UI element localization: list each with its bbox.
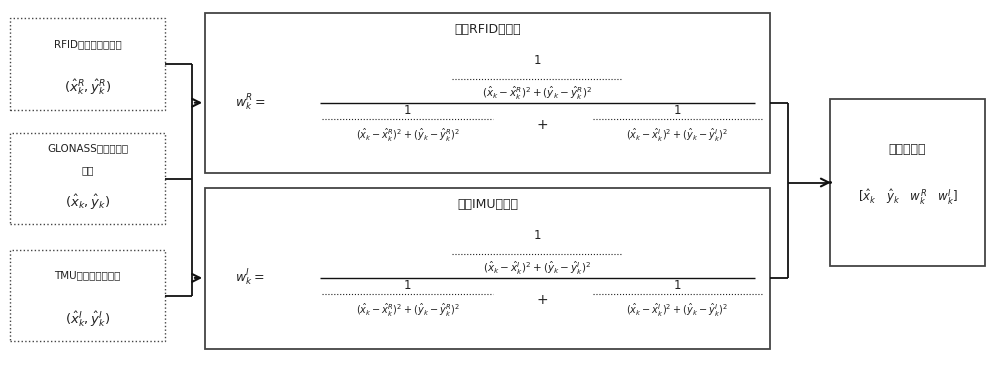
Text: $(\hat{x}_k-\hat{x}_k^I)^2+(\hat{y}_k-\hat{y}_k^I)^2$: $(\hat{x}_k-\hat{x}_k^I)^2+(\hat{y}_k-\h…	[483, 260, 592, 277]
Text: 存入数据库: 存入数据库	[889, 143, 926, 156]
Text: 信息: 信息	[81, 165, 94, 175]
Text: $(\hat{x}_k, \hat{y}_k)$: $(\hat{x}_k, \hat{y}_k)$	[65, 193, 110, 212]
Bar	[10, 18, 165, 110]
Text: +: +	[537, 118, 548, 132]
Bar	[10, 133, 165, 224]
Text: $(\hat{x}_k^I, \hat{y}_k^I)$: $(\hat{x}_k^I, \hat{y}_k^I)$	[65, 310, 110, 329]
Text: $w_k^I=$: $w_k^I=$	[235, 268, 264, 288]
Bar	[10, 250, 165, 341]
Text: 1: 1	[404, 104, 411, 116]
Text: $[\hat{x}_k \quad \hat{y}_k \quad w_k^R \quad w_k^I]$: $[\hat{x}_k \quad \hat{y}_k \quad w_k^R …	[858, 187, 957, 207]
Text: 确定IMU的权重: 确定IMU的权重	[457, 198, 518, 211]
Text: TMU模块的滤波信息: TMU模块的滤波信息	[54, 270, 121, 281]
Text: RFID模块的滤波信息: RFID模块的滤波信息	[54, 39, 121, 49]
Text: 1: 1	[404, 279, 411, 292]
Text: $w_k^R=$: $w_k^R=$	[235, 93, 266, 113]
Text: $(\hat{x}_k-\hat{x}_k^R)^2+(\hat{y}_k-\hat{y}_k^R)^2$: $(\hat{x}_k-\hat{x}_k^R)^2+(\hat{y}_k-\h…	[482, 85, 593, 102]
Text: $(\hat{x}_k-\hat{x}_k^R)^2+(\hat{y}_k-\hat{y}_k^R)^2$: $(\hat{x}_k-\hat{x}_k^R)^2+(\hat{y}_k-\h…	[356, 127, 459, 144]
Text: $(\hat{x}_k-\hat{x}_k^R)^2+(\hat{y}_k-\hat{y}_k^R)^2$: $(\hat{x}_k-\hat{x}_k^R)^2+(\hat{y}_k-\h…	[356, 302, 459, 319]
Text: 1: 1	[534, 230, 541, 242]
Text: $(\hat{x}_k-\hat{x}_k^I)^2+(\hat{y}_k-\hat{y}_k^I)^2$: $(\hat{x}_k-\hat{x}_k^I)^2+(\hat{y}_k-\h…	[626, 302, 729, 319]
Text: GLONASS模块的滤波: GLONASS模块的滤波	[47, 143, 128, 153]
Text: 1: 1	[674, 279, 681, 292]
Text: +: +	[537, 293, 548, 307]
Bar	[205, 188, 770, 349]
Bar	[205, 13, 770, 173]
Text: $(\hat{x}_k^R, \hat{y}_k^R)$: $(\hat{x}_k^R, \hat{y}_k^R)$	[64, 78, 111, 97]
Text: 确定RFID的权重: 确定RFID的权重	[454, 23, 521, 36]
Text: 1: 1	[674, 104, 681, 116]
Bar	[830, 99, 985, 266]
Text: $(\hat{x}_k-\hat{x}_k^I)^2+(\hat{y}_k-\hat{y}_k^I)^2$: $(\hat{x}_k-\hat{x}_k^I)^2+(\hat{y}_k-\h…	[626, 127, 729, 144]
Text: 1: 1	[534, 54, 541, 67]
